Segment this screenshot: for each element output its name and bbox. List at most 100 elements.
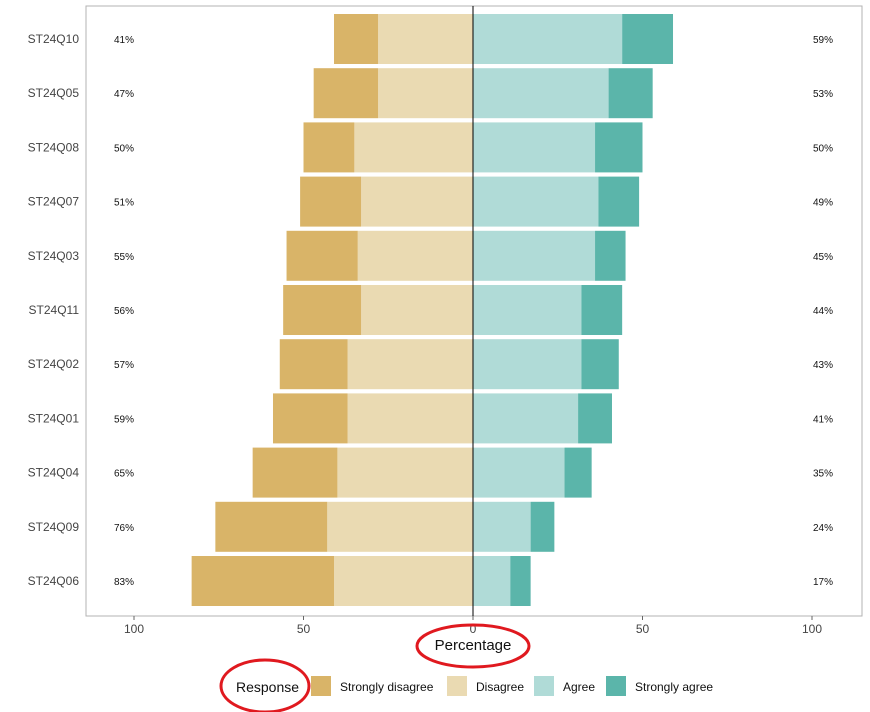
y-tick-label: ST24Q08 — [28, 140, 80, 154]
left-percent-label: 76% — [114, 523, 134, 534]
bar-strongly-agree-st24q03 — [595, 230, 626, 281]
bar-disagree-st24q04 — [337, 447, 473, 498]
bar-agree-st24q09 — [473, 501, 531, 552]
x-tick-label: 100 — [802, 622, 822, 636]
y-tick-label: ST24Q01 — [28, 411, 80, 425]
bar-agree-st24q02 — [473, 339, 582, 390]
legend-key-strongly-disagree — [311, 676, 331, 696]
right-percent-label: 44% — [813, 306, 833, 317]
left-percent-label: 57% — [114, 360, 134, 371]
bar-strongly-disagree-st24q09 — [215, 501, 328, 552]
bar-strongly-disagree-st24q05 — [313, 68, 379, 119]
bar-disagree-st24q03 — [357, 230, 473, 281]
bar-strongly-agree-st24q09 — [530, 501, 555, 552]
x-tick-label: 50 — [636, 622, 650, 636]
legend: Response Strongly disagree Disagree Agree S… — [219, 658, 713, 712]
bar-strongly-agree-st24q10 — [622, 14, 674, 64]
bar-strongly-disagree-st24q01 — [272, 393, 348, 444]
y-tick-label: ST24Q04 — [28, 466, 80, 480]
bar-agree-st24q01 — [473, 393, 579, 444]
bar-strongly-agree-st24q02 — [581, 339, 619, 390]
x-axis-title: Percentage — [435, 637, 512, 654]
bar-agree-st24q05 — [473, 68, 609, 119]
bars-group — [191, 14, 674, 606]
annotation-circle-xlabel — [415, 623, 531, 669]
x-tick-label: 50 — [297, 622, 311, 636]
bar-strongly-disagree-st24q08 — [303, 122, 355, 173]
bar-agree-st24q10 — [473, 14, 623, 64]
legend-key-strongly-agree — [606, 676, 626, 696]
y-tick-label: ST24Q03 — [28, 249, 80, 263]
bar-disagree-st24q02 — [347, 339, 473, 390]
bar-strongly-disagree-st24q07 — [300, 176, 362, 227]
bar-strongly-agree-st24q04 — [564, 447, 592, 498]
right-percent-label: 24% — [813, 523, 833, 534]
bar-disagree-st24q10 — [378, 14, 473, 64]
bar-disagree-st24q06 — [334, 556, 473, 606]
bar-disagree-st24q09 — [327, 501, 473, 552]
right-percent-label: 53% — [813, 89, 833, 100]
bar-strongly-disagree-st24q04 — [252, 447, 338, 498]
bar-agree-st24q07 — [473, 176, 599, 227]
y-tick-label: ST24Q07 — [28, 195, 80, 209]
legend-label-disagree: Disagree — [476, 680, 524, 694]
x-ticks: 100 50 0 50 100 — [124, 616, 822, 636]
bar-agree-st24q08 — [473, 122, 596, 173]
bar-agree-st24q03 — [473, 230, 596, 281]
right-percent-label: 43% — [813, 360, 833, 371]
annotation-circle-legend-title — [219, 658, 311, 712]
bar-strongly-disagree-st24q10 — [334, 14, 379, 64]
x-tick-label: 0 — [470, 622, 477, 636]
left-percent-label: 41% — [114, 35, 134, 46]
y-tick-labels: ST24Q10 ST24Q05 ST24Q08 ST24Q07 ST24Q03 ST24Q… — [28, 32, 80, 588]
right-percent-label: 50% — [813, 143, 833, 154]
bar-disagree-st24q07 — [361, 176, 473, 227]
legend-key-agree — [534, 676, 554, 696]
bar-strongly-agree-st24q01 — [578, 393, 612, 444]
left-percent-label: 50% — [114, 143, 134, 154]
percent-labels: 41% 59% 47% 53% 50% 50% 51% 49% 55% 45% 56% 44% 57% 4… — [114, 35, 833, 588]
left-percent-label: 51% — [114, 198, 134, 209]
y-tick-label: ST24Q11 — [29, 303, 80, 317]
right-percent-label: 41% — [813, 414, 833, 425]
legend-label-strongly-disagree: Strongly disagree — [340, 680, 434, 694]
x-tick-label: 100 — [124, 622, 144, 636]
bar-agree-st24q04 — [473, 447, 565, 498]
legend-key-disagree — [447, 676, 467, 696]
y-tick-label: ST24Q09 — [28, 520, 80, 534]
right-percent-label: 49% — [813, 198, 833, 209]
bar-disagree-st24q08 — [354, 122, 473, 173]
bar-disagree-st24q01 — [347, 393, 473, 444]
left-percent-label: 56% — [114, 306, 134, 317]
left-percent-label: 65% — [114, 469, 134, 480]
right-percent-label: 17% — [813, 577, 833, 588]
left-percent-label: 55% — [114, 252, 134, 263]
left-percent-label: 59% — [114, 414, 134, 425]
bar-strongly-disagree-st24q02 — [279, 339, 348, 390]
bar-agree-st24q11 — [473, 285, 582, 335]
legend-label-strongly-agree: Strongly agree — [635, 680, 713, 694]
right-percent-label: 35% — [813, 469, 833, 480]
bar-strongly-disagree-st24q03 — [286, 230, 358, 281]
bar-agree-st24q06 — [473, 556, 511, 606]
y-tick-label: ST24Q06 — [28, 574, 80, 588]
bar-disagree-st24q11 — [361, 285, 473, 335]
right-percent-label: 59% — [813, 35, 833, 46]
bar-strongly-agree-st24q08 — [595, 122, 643, 173]
y-tick-label: ST24Q02 — [28, 357, 80, 371]
bar-strongly-agree-st24q07 — [598, 176, 640, 227]
bar-disagree-st24q05 — [378, 68, 473, 119]
right-percent-label: 45% — [813, 252, 833, 263]
bar-strongly-agree-st24q05 — [608, 68, 653, 119]
left-percent-label: 83% — [114, 577, 134, 588]
y-tick-label: ST24Q05 — [28, 86, 80, 100]
legend-title: Response — [236, 679, 299, 695]
y-tick-label: ST24Q10 — [28, 32, 80, 46]
bar-strongly-agree-st24q06 — [510, 556, 531, 606]
left-percent-label: 47% — [114, 89, 134, 100]
bar-strongly-disagree-st24q06 — [191, 556, 335, 606]
legend-label-agree: Agree — [563, 680, 595, 694]
bar-strongly-agree-st24q11 — [581, 285, 623, 335]
bar-strongly-disagree-st24q11 — [283, 285, 362, 335]
